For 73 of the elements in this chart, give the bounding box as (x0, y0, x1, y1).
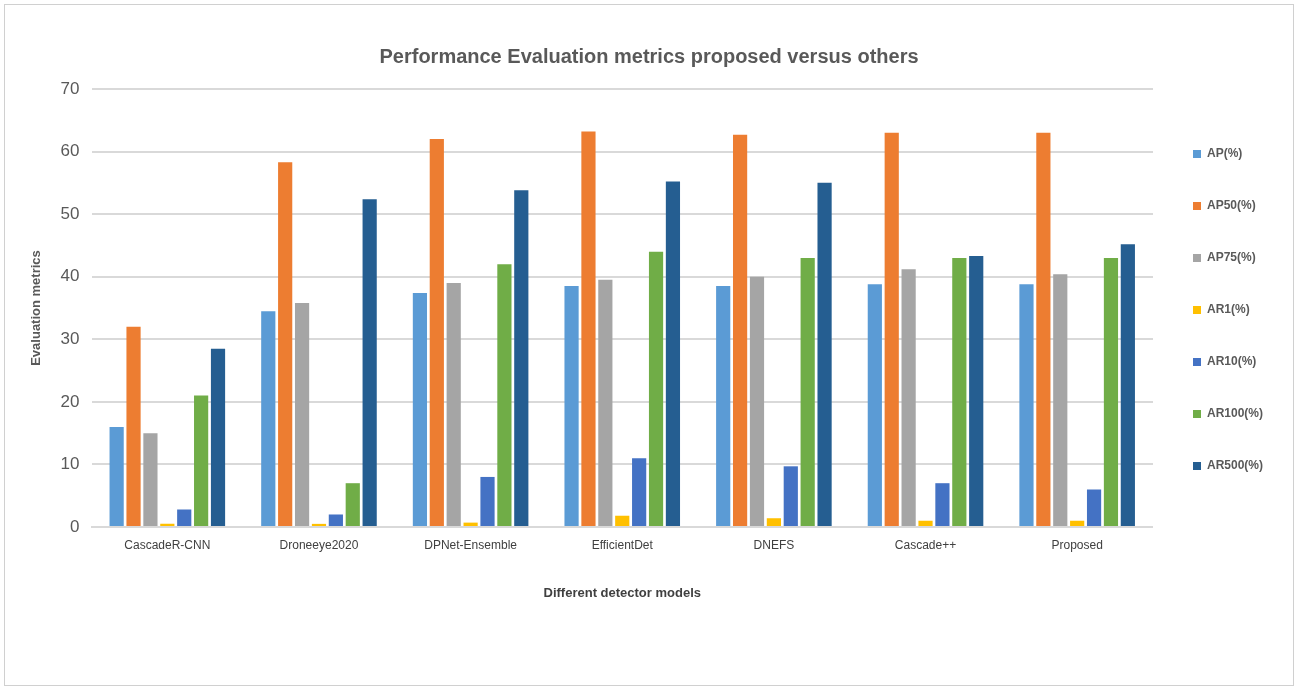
bar (109, 426, 124, 526)
bar (294, 302, 310, 526)
bar (497, 264, 512, 526)
bar (598, 279, 613, 526)
x-tick-label: CascadeR-CNN (124, 537, 211, 552)
bar (429, 139, 444, 526)
bar (143, 433, 158, 526)
bar (278, 162, 293, 526)
bar (194, 395, 209, 526)
y-tick-label: 0 (70, 516, 80, 536)
y-tick-label: 30 (60, 328, 80, 348)
x-tick-label: Droneeye2020 (279, 537, 359, 552)
bar (1120, 244, 1135, 526)
chart-title: Performance Evaluation metrics proposed versus others (379, 44, 919, 67)
x-tick-label: DNEFS (753, 537, 795, 552)
bar (564, 286, 579, 526)
bar (1053, 274, 1068, 526)
bar (969, 256, 984, 526)
bar (867, 284, 882, 526)
bar (766, 518, 781, 526)
bar (800, 257, 815, 526)
legend-label: AR10(%) (1206, 354, 1257, 369)
bar (446, 282, 461, 526)
bar (716, 286, 731, 526)
y-axis-title: Evaluation metrics (28, 250, 44, 366)
legend-label: AP(%) (1206, 146, 1243, 161)
bar (935, 483, 950, 526)
bar (177, 509, 192, 526)
x-tick-label: DPNet-Ensemble (424, 537, 518, 552)
bar (632, 458, 647, 526)
bar (514, 190, 529, 526)
bar (918, 520, 933, 526)
bar (733, 134, 748, 526)
bar (362, 199, 377, 526)
bar (665, 181, 681, 526)
legend-label: AR100(%) (1206, 406, 1263, 421)
bar (261, 311, 276, 526)
bar (648, 251, 664, 526)
legend-label: AP50(%) (1206, 198, 1256, 213)
legend-label: AR500(%) (1206, 458, 1263, 473)
bar (345, 483, 360, 526)
bar (952, 257, 967, 526)
bar (160, 523, 175, 526)
bar (1103, 257, 1119, 526)
bar (1070, 520, 1085, 526)
bar (311, 523, 327, 526)
bar (412, 292, 428, 526)
legend-label: AR1(%) (1206, 302, 1250, 317)
y-tick-label: 10 (60, 454, 80, 474)
legend-label: AP75(%) (1206, 250, 1256, 265)
bar (884, 132, 899, 526)
y-tick-label: 70 (60, 78, 80, 98)
bar (126, 326, 141, 526)
bar (210, 348, 226, 526)
bar (581, 131, 596, 526)
x-tick-label: Cascade++ (894, 537, 957, 552)
bar (783, 466, 798, 526)
y-tick-label: 50 (60, 203, 80, 223)
y-tick-label: 20 (60, 391, 80, 411)
bar (615, 515, 630, 526)
bar (1019, 284, 1034, 526)
x-axis-title: Different detector models (543, 584, 701, 600)
bar (480, 476, 495, 526)
bar (817, 182, 832, 526)
bar (749, 276, 765, 526)
y-tick-label: 40 (60, 266, 80, 286)
bar (901, 269, 916, 526)
x-tick-label: EfficientDet (591, 537, 654, 552)
y-tick-label: 60 (60, 141, 80, 161)
bar (1036, 132, 1051, 526)
bar (1086, 489, 1102, 526)
bar (328, 514, 343, 526)
x-tick-label: Proposed (1051, 537, 1103, 552)
